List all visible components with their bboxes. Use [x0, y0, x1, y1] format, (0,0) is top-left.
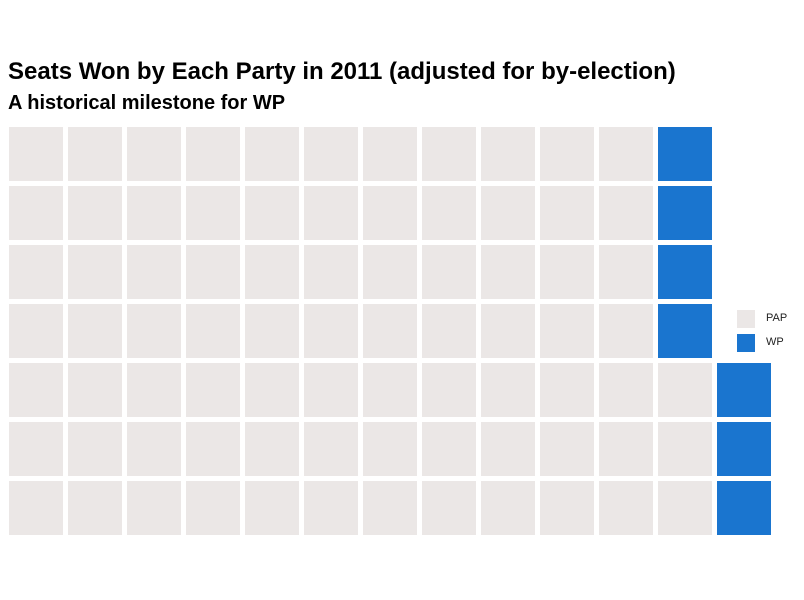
waffle-cell-pap — [363, 186, 417, 240]
waffle-cell-pap — [245, 186, 299, 240]
waffle-cell-pap — [422, 127, 476, 181]
waffle-cell-pap — [540, 186, 594, 240]
waffle-cell-wp — [717, 481, 771, 535]
waffle-cell-pap — [481, 127, 535, 181]
waffle-cell-pap — [540, 363, 594, 417]
waffle-cell-pap — [304, 304, 358, 358]
waffle-cell-pap — [9, 363, 63, 417]
waffle-cell-pap — [481, 245, 535, 299]
waffle-cell-pap — [9, 186, 63, 240]
waffle-cell-pap — [68, 422, 122, 476]
waffle-cell-pap — [68, 127, 122, 181]
waffle-cell-pap — [245, 481, 299, 535]
waffle-cell-pap — [304, 481, 358, 535]
waffle-cell-pap — [245, 127, 299, 181]
chart-title: Seats Won by Each Party in 2011 (adjuste… — [8, 58, 676, 85]
waffle-cell-pap — [186, 186, 240, 240]
waffle-cell-pap — [304, 186, 358, 240]
legend-item-pap: PAP — [737, 310, 797, 328]
waffle-cell-pap — [599, 481, 653, 535]
waffle-cell-pap — [304, 245, 358, 299]
waffle-cell-pap — [422, 422, 476, 476]
waffle-cell-pap — [127, 186, 181, 240]
waffle-cell-wp — [658, 245, 712, 299]
waffle-cell-pap — [540, 245, 594, 299]
waffle-cell-pap — [304, 363, 358, 417]
waffle-cell-pap — [599, 422, 653, 476]
waffle-cell-pap — [540, 127, 594, 181]
waffle-cell-pap — [304, 127, 358, 181]
waffle-cell-pap — [481, 363, 535, 417]
waffle-cell-pap — [245, 363, 299, 417]
waffle-cell-wp — [658, 127, 712, 181]
waffle-cell-pap — [186, 127, 240, 181]
waffle-cell-pap — [422, 363, 476, 417]
waffle-cell-pap — [127, 127, 181, 181]
waffle-cell-pap — [363, 363, 417, 417]
waffle-cell-pap — [186, 481, 240, 535]
waffle-cell-pap — [127, 481, 181, 535]
waffle-cell-pap — [540, 304, 594, 358]
waffle-cell-pap — [68, 245, 122, 299]
chart-subtitle: A historical milestone for WP — [8, 92, 286, 114]
waffle-cell-pap — [68, 186, 122, 240]
waffle-cell-pap — [9, 245, 63, 299]
waffle-cell-pap — [599, 363, 653, 417]
waffle-cell-pap — [9, 127, 63, 181]
waffle-cell-pap — [186, 304, 240, 358]
waffle-cell-pap — [658, 481, 712, 535]
waffle-cell-pap — [422, 481, 476, 535]
waffle-cell-wp — [658, 186, 712, 240]
waffle-cell-wp — [717, 422, 771, 476]
waffle-cell-pap — [363, 422, 417, 476]
waffle-cell-pap — [68, 363, 122, 417]
waffle-cell-pap — [658, 363, 712, 417]
waffle-cell-pap — [422, 304, 476, 358]
waffle-cell-pap — [363, 304, 417, 358]
waffle-cell-pap — [540, 481, 594, 535]
waffle-cell-pap — [304, 422, 358, 476]
waffle-cell-pap — [9, 304, 63, 358]
waffle-cell-pap — [599, 245, 653, 299]
waffle-cell-pap — [9, 422, 63, 476]
waffle-cell-pap — [540, 422, 594, 476]
waffle-cell-pap — [599, 186, 653, 240]
waffle-cell-pap — [245, 422, 299, 476]
legend-item-wp: WP — [737, 334, 797, 352]
waffle-cell-pap — [599, 304, 653, 358]
waffle-cell-pap — [599, 127, 653, 181]
legend-swatch-pap — [737, 310, 755, 328]
waffle-cell-pap — [127, 245, 181, 299]
legend-swatch-wp — [737, 334, 755, 352]
waffle-cell-pap — [127, 304, 181, 358]
waffle-cell-pap — [127, 363, 181, 417]
waffle-cell-pap — [658, 422, 712, 476]
waffle-cell-pap — [186, 245, 240, 299]
waffle-cell-pap — [245, 245, 299, 299]
waffle-cell-wp — [658, 304, 712, 358]
waffle-cell-pap — [422, 186, 476, 240]
waffle-cell-pap — [245, 304, 299, 358]
waffle-cell-pap — [363, 127, 417, 181]
waffle-cell-wp — [717, 363, 771, 417]
waffle-cell-pap — [481, 304, 535, 358]
waffle-cell-pap — [68, 481, 122, 535]
waffle-cell-pap — [68, 304, 122, 358]
waffle-cell-pap — [127, 422, 181, 476]
waffle-cell-pap — [186, 422, 240, 476]
legend-label-wp: WP — [766, 336, 784, 348]
waffle-cell-pap — [363, 245, 417, 299]
waffle-cell-pap — [186, 363, 240, 417]
waffle-cell-pap — [481, 422, 535, 476]
waffle-cell-pap — [481, 186, 535, 240]
legend-label-pap: PAP — [766, 312, 788, 324]
waffle-cell-pap — [481, 481, 535, 535]
waffle-cell-pap — [422, 245, 476, 299]
waffle-cell-pap — [363, 481, 417, 535]
waffle-cell-pap — [9, 481, 63, 535]
